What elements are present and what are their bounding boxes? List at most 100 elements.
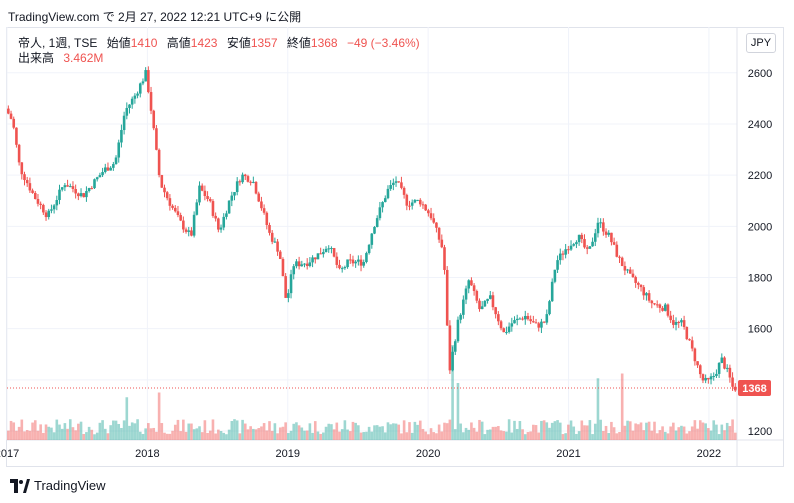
volume-bar	[130, 422, 134, 440]
candle-body	[647, 293, 651, 301]
volume-bar	[71, 427, 75, 440]
candle-body	[262, 208, 266, 213]
candle-body	[211, 201, 215, 216]
volume-bar	[475, 431, 479, 440]
volume-bar	[198, 426, 201, 440]
volume-bar	[432, 432, 436, 440]
candle-body	[357, 259, 360, 262]
candle-body	[225, 213, 228, 217]
candle-body	[295, 261, 298, 267]
volume-bar	[397, 424, 401, 440]
volume-bar	[141, 433, 145, 440]
candle-body	[184, 229, 188, 232]
volume-bar	[607, 433, 611, 440]
candle-body	[287, 293, 290, 298]
candle-body	[66, 185, 69, 187]
volume-bar	[733, 432, 737, 440]
volume-bar	[44, 424, 48, 440]
candle-body	[373, 226, 376, 234]
candle-body	[480, 306, 484, 310]
high-value: 1423	[190, 36, 218, 50]
candle-body	[405, 194, 409, 206]
candle-body	[575, 242, 578, 245]
volume-bar	[480, 421, 484, 440]
volume-bar	[171, 430, 174, 440]
candle-body	[470, 280, 473, 286]
candle-body	[20, 162, 24, 175]
footer-brand[interactable]: TradingView	[10, 478, 106, 493]
volume-bar	[230, 421, 234, 440]
candle-body	[351, 259, 355, 264]
volume-bar	[354, 422, 357, 440]
volume-bar	[513, 420, 516, 440]
candle-body	[494, 307, 497, 315]
candle-body	[653, 303, 656, 305]
candle-body	[55, 200, 59, 206]
candle-body	[488, 295, 492, 299]
candle-body	[47, 210, 51, 218]
volume-bar	[284, 422, 287, 440]
volume-bar	[93, 434, 96, 440]
volume-bar	[405, 432, 409, 440]
volume-bar	[532, 424, 535, 440]
volume-bar	[534, 425, 538, 440]
volume-bar	[647, 421, 651, 440]
volume-bar	[666, 433, 670, 440]
candle-body	[222, 216, 226, 228]
volume-bar	[550, 422, 554, 440]
volume-bar	[451, 345, 454, 440]
volume-bar	[249, 426, 252, 440]
tradingview-logo-icon	[10, 478, 30, 493]
candle-body	[432, 218, 436, 223]
candle-body	[389, 185, 392, 189]
close-value: 1368	[310, 36, 338, 50]
volume-bar	[378, 426, 382, 440]
candle-body	[696, 361, 699, 366]
volume-bar	[87, 426, 91, 440]
candle-body	[612, 242, 616, 245]
volume-bar	[731, 419, 734, 440]
candle-body	[243, 174, 247, 177]
candle-body	[383, 198, 387, 203]
volume-bar	[696, 428, 699, 440]
volume-bar	[505, 431, 508, 440]
volume-bar	[327, 423, 331, 440]
candle-body	[322, 252, 325, 255]
volume-bar	[55, 419, 59, 440]
volume-bar	[36, 430, 40, 440]
candle-body	[723, 357, 726, 369]
volume-bar	[427, 434, 430, 440]
volume-bar	[17, 426, 21, 440]
volume-bar	[9, 420, 13, 440]
last-price-badge	[738, 380, 771, 397]
candle-body	[663, 304, 667, 311]
volume-bar	[604, 425, 608, 440]
candle-body	[77, 193, 80, 197]
volume-bar	[580, 420, 584, 440]
candle-body	[715, 373, 718, 377]
volume-bar	[707, 428, 710, 440]
candle-body	[230, 195, 234, 201]
candle-body	[672, 320, 675, 325]
volume-bar	[278, 427, 282, 440]
candle-body	[138, 83, 142, 94]
candle-body	[168, 198, 172, 206]
volume-bar	[359, 432, 363, 440]
candle-body	[176, 211, 180, 216]
candle-body	[515, 318, 519, 321]
candle-body	[693, 348, 697, 362]
candle-body	[39, 203, 42, 205]
volume-bar	[367, 426, 371, 440]
volume-bar	[529, 431, 532, 440]
candle-body	[82, 193, 86, 198]
volume-bar	[144, 428, 147, 440]
candle-body	[195, 202, 199, 215]
volume-bar	[149, 428, 153, 440]
volume-bar	[418, 420, 422, 440]
candle-body	[125, 107, 129, 116]
candle-body	[577, 234, 581, 243]
volume-bar	[273, 423, 277, 440]
candle-body	[93, 179, 96, 189]
currency-button[interactable]: JPY	[746, 33, 776, 53]
